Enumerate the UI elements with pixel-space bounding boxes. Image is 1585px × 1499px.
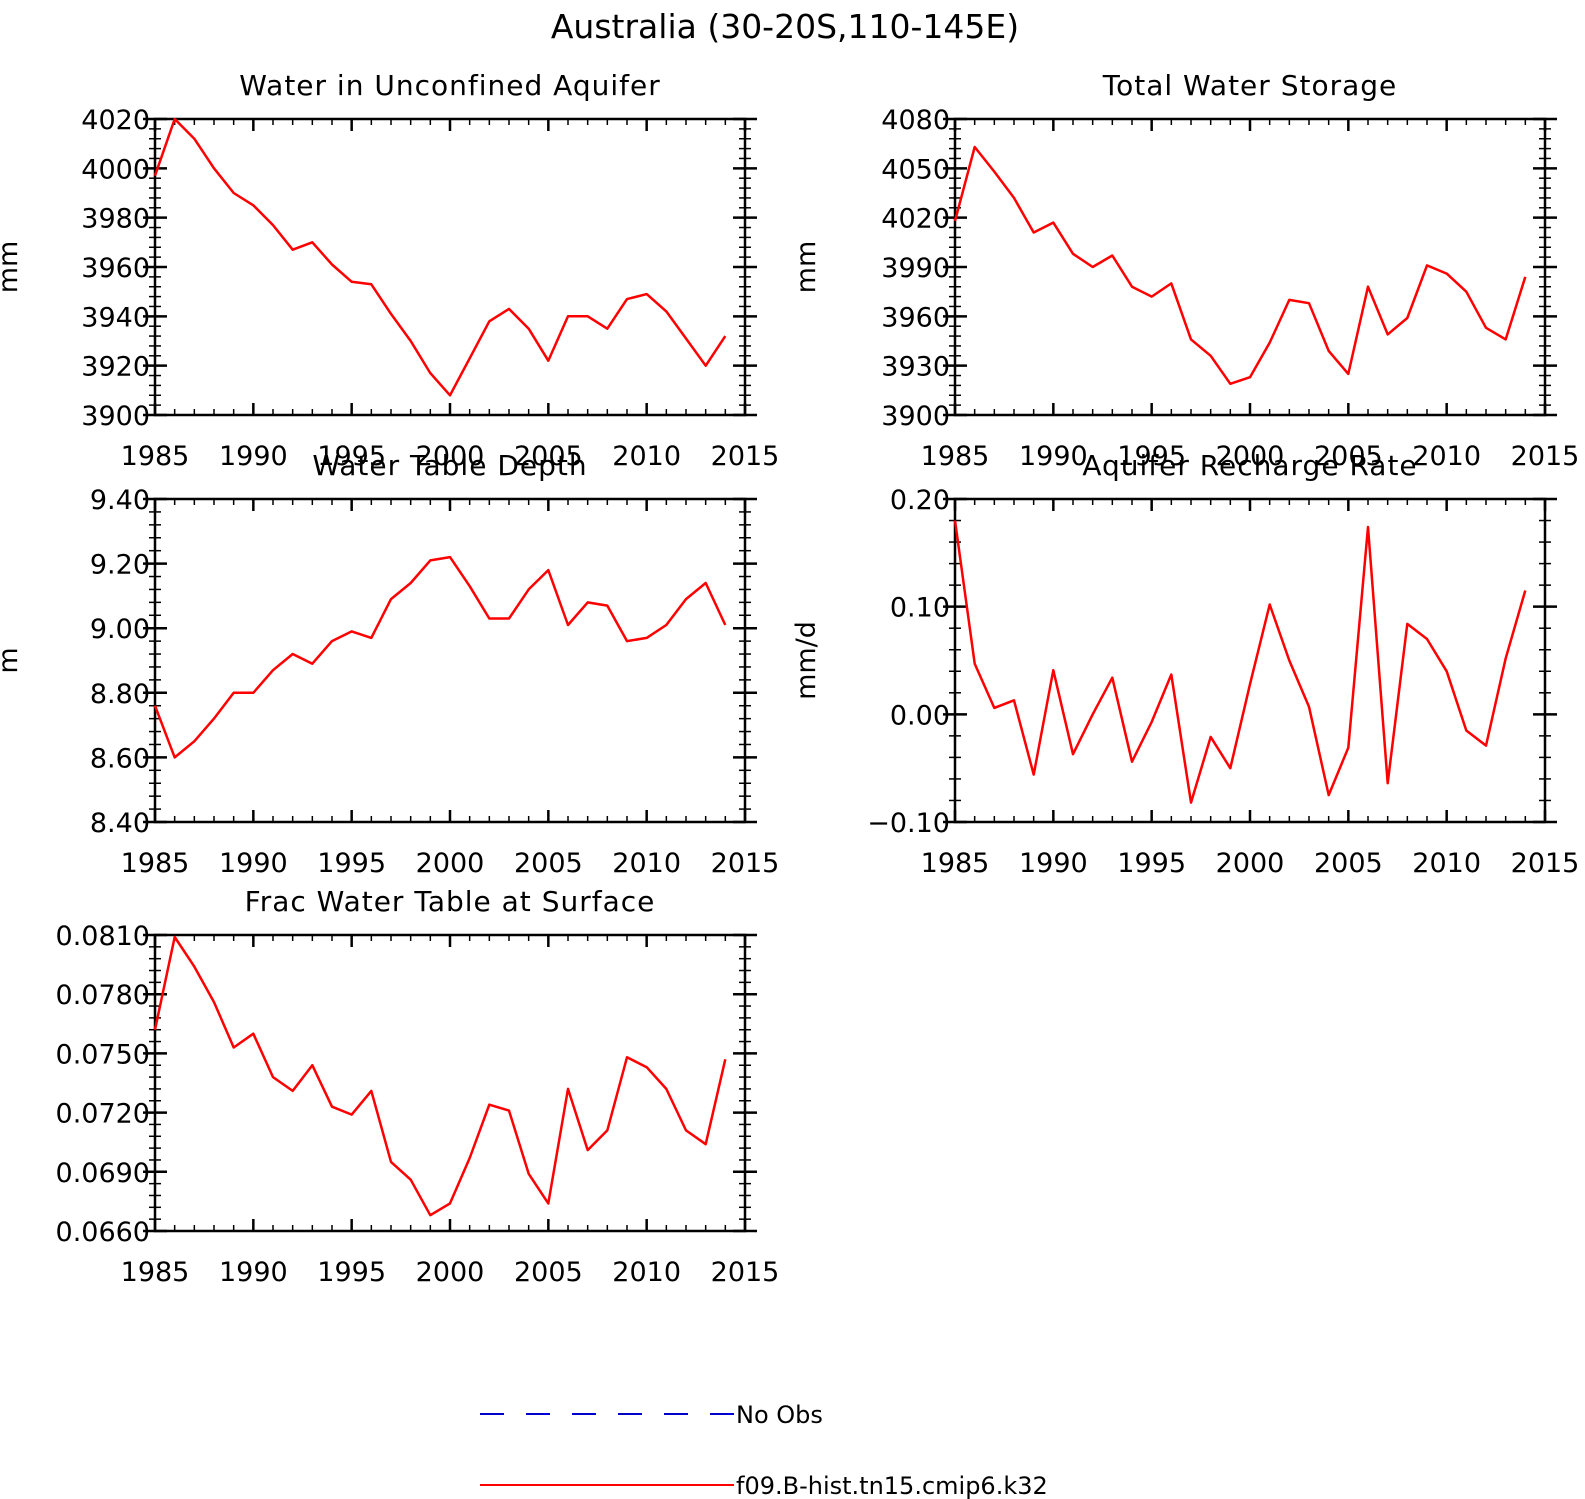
series-line (153, 117, 727, 397)
series-line (953, 520, 1527, 804)
panel-3: Water Table Depth 1985 1990 1995 2000 2005 201… (0, 449, 779, 879)
panel-title: Water Table Depth (312, 449, 587, 482)
y-tick-label: 3900 (81, 401, 150, 432)
x-tick-label: 1995 (317, 1257, 386, 1288)
x-tick-label: 2015 (711, 441, 780, 472)
y-tick-label: 8.80 (90, 679, 150, 710)
y-tick-label: 3980 (81, 204, 150, 235)
x-tick-label: 2015 (711, 1257, 780, 1288)
panel-1: Water in Unconfined Aquifer 1985 1990 1995 2… (0, 69, 779, 472)
x-tick-label: 2015 (1511, 441, 1580, 472)
y-tick-label: 0.10 (890, 593, 950, 624)
series-line (953, 145, 1527, 386)
y-tick-label: 8.60 (90, 743, 150, 774)
x-tick-label: 1990 (219, 1257, 288, 1288)
y-tick-label: 4020 (81, 105, 150, 136)
y-axis-label: mm (791, 241, 822, 294)
y-tick-label: 3960 (81, 253, 150, 284)
x-tick-label: 1985 (121, 848, 190, 879)
panel-4: Aquifer Recharge Rate 1985 1990 1995 2000 200… (791, 449, 1579, 879)
x-tick-label: 2015 (711, 848, 780, 879)
x-tick-label: 2005 (514, 441, 583, 472)
x-tick-label: 2000 (416, 848, 485, 879)
x-tick-label: 2000 (416, 1257, 485, 1288)
legend: No Obs f09.B-hist.tn15.cmip6.k32 (480, 1401, 1048, 1499)
x-tick-label: 2000 (1216, 441, 1285, 472)
panel-title: Total Water Storage (1102, 69, 1398, 102)
x-tick-label: 2000 (416, 441, 485, 472)
x-tick-label: 1995 (1117, 848, 1186, 879)
y-tick-label: 0.20 (890, 485, 950, 516)
plot-frame (153, 497, 747, 824)
y-tick-label: 4050 (881, 154, 950, 185)
x-tick-label: 1990 (1019, 441, 1088, 472)
y-tick-label: 0.00 (890, 700, 950, 731)
y-tick-label: 9.40 (90, 485, 150, 516)
y-tick-label: 9.00 (90, 614, 150, 645)
x-tick-label: 1995 (317, 441, 386, 472)
x-tick-label: 2015 (1511, 848, 1580, 879)
x-tick-label: 2010 (612, 848, 681, 879)
panel-title: Water in Unconfined Aquifer (239, 69, 660, 102)
x-tick-label: 1995 (317, 848, 386, 879)
x-tick-label: 2000 (1216, 848, 1285, 879)
x-tick-label: 1985 (921, 848, 990, 879)
plot-frame (153, 933, 747, 1233)
y-tick-label: 8.40 (90, 808, 150, 839)
x-tick-label: 1990 (219, 441, 288, 472)
panels: Water in Unconfined Aquifer 1985 1990 1995 2… (0, 69, 1579, 1288)
y-tick-label: 4000 (81, 154, 150, 185)
legend-label: f09.B-hist.tn15.cmip6.k32 (736, 1472, 1048, 1499)
y-tick-label: 4020 (881, 204, 950, 235)
y-tick-label: 3940 (81, 302, 150, 333)
y-tick-label: 3900 (881, 401, 950, 432)
x-tick-label: 2005 (1314, 848, 1383, 879)
plot-frame (953, 497, 1547, 824)
series-line (153, 555, 727, 759)
x-tick-label: 2010 (612, 441, 681, 472)
y-tick-label: 3990 (881, 253, 950, 284)
y-tick-label: 0.0780 (56, 980, 150, 1011)
x-tick-label: 2010 (1412, 848, 1481, 879)
y-axis-label: mm (0, 241, 24, 294)
x-tick-label: 1985 (921, 441, 990, 472)
x-tick-label: 2005 (514, 1257, 583, 1288)
x-tick-label: 2005 (514, 848, 583, 879)
x-tick-label: 1985 (121, 441, 190, 472)
series-line (153, 935, 727, 1217)
y-tick-label: 3960 (881, 302, 950, 333)
y-tick-label: 3930 (881, 352, 950, 383)
x-tick-label: 1990 (219, 848, 288, 879)
x-tick-label: 2010 (1412, 441, 1481, 472)
x-tick-label: 2010 (612, 1257, 681, 1288)
x-tick-label: 1995 (1117, 441, 1186, 472)
y-axis-label: m (0, 647, 24, 673)
x-tick-label: 1990 (1019, 848, 1088, 879)
panel-title: Aquifer Recharge Rate (1082, 449, 1417, 482)
plot-frame (153, 117, 747, 417)
panel-title: Frac Water Table at Surface (245, 885, 656, 918)
x-tick-label: 1985 (121, 1257, 190, 1288)
y-axis-label: mm/d (791, 621, 822, 700)
y-tick-label: 9.20 (90, 550, 150, 581)
y-tick-label: 0.0660 (56, 1217, 150, 1248)
x-tick-label: 2005 (1314, 441, 1383, 472)
y-tick-label: 0.0750 (56, 1039, 150, 1070)
figure-title: Australia (30-20S,110-145E) (551, 7, 1019, 46)
y-tick-label: 0.0810 (56, 921, 150, 952)
plot-frame (953, 117, 1547, 417)
panel-5: Frac Water Table at Surface 1985 1990 1995 2… (56, 885, 780, 1288)
y-tick-label: −0.10 (867, 808, 950, 839)
legend-label: No Obs (736, 1401, 823, 1429)
panel-2: Total Water Storage 1985 1990 1995 2000 2005 2… (791, 69, 1579, 472)
y-tick-label: 0.0690 (56, 1158, 150, 1189)
y-tick-label: 3920 (81, 352, 150, 383)
y-tick-label: 4080 (881, 105, 950, 136)
y-tick-label: 0.0720 (56, 1099, 150, 1130)
